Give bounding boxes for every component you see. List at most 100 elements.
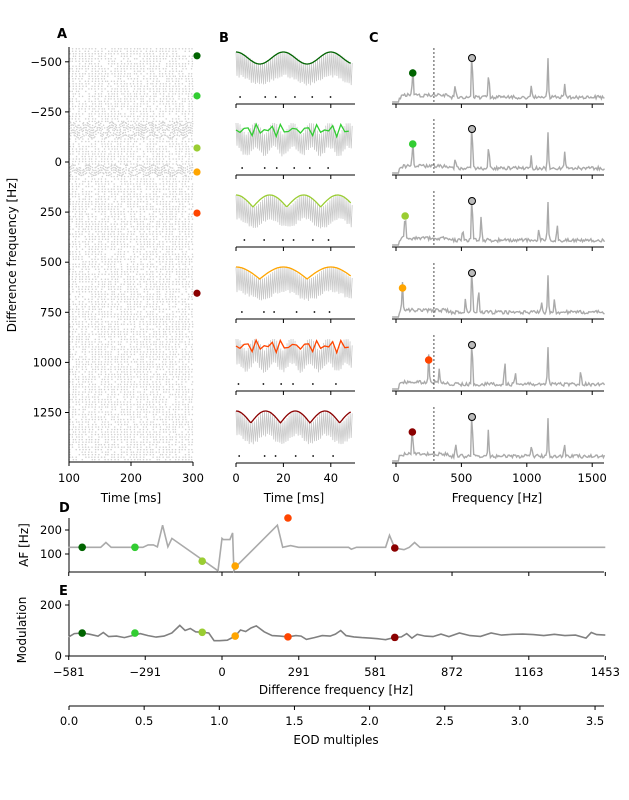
raster-spike bbox=[181, 293, 183, 296]
raster-spike bbox=[166, 313, 168, 316]
raster-spike bbox=[69, 298, 71, 301]
raster-spike bbox=[162, 386, 164, 388]
raster-spike bbox=[101, 293, 103, 296]
raster-spike bbox=[114, 70, 116, 73]
raster-spike bbox=[155, 371, 158, 373]
raster-spike bbox=[74, 353, 77, 356]
raster-spike bbox=[143, 93, 146, 95]
raster-spike bbox=[91, 278, 94, 280]
raster-spike bbox=[115, 136, 118, 139]
raster-spike bbox=[130, 311, 132, 313]
raster-spike bbox=[181, 275, 183, 278]
raster-spike bbox=[130, 323, 132, 326]
raster-spike bbox=[155, 183, 157, 185]
raster-spike bbox=[178, 130, 181, 132]
raster-spike bbox=[165, 298, 168, 301]
raster-spike bbox=[172, 328, 174, 331]
raster-spike bbox=[140, 135, 142, 137]
raster-spike bbox=[149, 328, 151, 331]
raster-spike bbox=[107, 285, 110, 288]
raster-spike bbox=[185, 120, 187, 123]
raster-spike bbox=[174, 171, 176, 173]
raster-spike bbox=[181, 308, 184, 311]
raster-spike bbox=[107, 311, 109, 313]
raster-spike bbox=[127, 308, 129, 311]
raster-spike bbox=[88, 108, 90, 110]
raster-spike bbox=[185, 288, 187, 291]
raster-spike bbox=[88, 343, 91, 346]
raster-spike bbox=[104, 273, 106, 275]
raster-spike bbox=[135, 134, 137, 137]
raster-spike bbox=[87, 164, 90, 166]
raster-spike bbox=[111, 140, 113, 143]
raster-spike bbox=[111, 113, 113, 115]
raster-spike bbox=[137, 124, 140, 126]
raster-spike bbox=[133, 85, 136, 88]
raster-spike bbox=[129, 381, 132, 383]
raster-spike bbox=[142, 255, 145, 258]
raster-spike bbox=[181, 98, 184, 100]
raster-spike bbox=[143, 178, 145, 180]
raster-spike bbox=[88, 273, 90, 275]
raster-spike bbox=[159, 83, 162, 85]
raster-spike bbox=[132, 358, 135, 361]
raster-spike bbox=[130, 155, 132, 158]
raster-spike bbox=[84, 343, 87, 346]
raster-spike bbox=[104, 153, 106, 155]
raster-spike bbox=[87, 361, 90, 363]
raster-spike bbox=[116, 258, 119, 260]
raster-spike bbox=[97, 306, 100, 308]
raster-spike bbox=[149, 160, 151, 163]
raster-spike bbox=[72, 280, 74, 283]
raster-spike bbox=[165, 68, 167, 70]
raster-spike bbox=[188, 318, 190, 321]
raster-spike bbox=[155, 108, 158, 110]
raster-spike bbox=[135, 129, 138, 131]
raster-spike bbox=[182, 163, 184, 165]
raster-spike bbox=[184, 388, 187, 391]
raster-spike bbox=[75, 366, 78, 368]
raster-spike bbox=[85, 185, 87, 188]
raster-spike bbox=[164, 331, 167, 333]
raster-spike bbox=[72, 346, 74, 348]
raster-spike bbox=[172, 171, 174, 174]
raster-spike bbox=[156, 270, 158, 273]
raster-spike bbox=[79, 253, 81, 255]
raster-spike bbox=[100, 333, 103, 336]
raster-spike bbox=[84, 398, 87, 401]
raster-spike bbox=[145, 403, 148, 406]
raster-spike bbox=[129, 338, 132, 341]
raster-spike bbox=[190, 126, 192, 129]
raster-spike bbox=[91, 78, 94, 80]
raster-spike bbox=[91, 303, 93, 306]
raster-spike bbox=[155, 208, 158, 210]
raster-spike bbox=[120, 180, 122, 183]
raster-spike bbox=[126, 68, 128, 70]
raster-spike bbox=[185, 160, 187, 163]
raster-spike bbox=[75, 65, 77, 68]
raster-spike bbox=[81, 361, 83, 363]
raster-spike bbox=[148, 173, 150, 176]
raster-spike bbox=[156, 233, 158, 235]
raster-spike bbox=[168, 245, 171, 248]
raster-spike bbox=[88, 373, 90, 376]
raster-spike bbox=[191, 100, 194, 103]
raster-spike bbox=[139, 398, 142, 401]
raster-spike bbox=[139, 48, 141, 50]
raster-spike bbox=[82, 138, 84, 140]
raster-spike bbox=[174, 361, 177, 363]
raster-spike bbox=[69, 348, 71, 351]
raster-spike bbox=[133, 253, 136, 255]
raster-spike bbox=[103, 218, 106, 220]
raster-spike bbox=[149, 70, 152, 73]
raster-spike bbox=[107, 363, 109, 366]
raster-spike bbox=[101, 90, 103, 93]
raster-spike bbox=[159, 280, 161, 283]
raster-spike bbox=[117, 210, 119, 213]
raster-spike bbox=[152, 103, 155, 105]
raster-spike bbox=[135, 93, 138, 95]
raster-spike bbox=[148, 401, 151, 403]
raster-spike bbox=[178, 158, 180, 160]
raster-spike bbox=[178, 155, 180, 158]
raster-spike bbox=[168, 343, 171, 346]
